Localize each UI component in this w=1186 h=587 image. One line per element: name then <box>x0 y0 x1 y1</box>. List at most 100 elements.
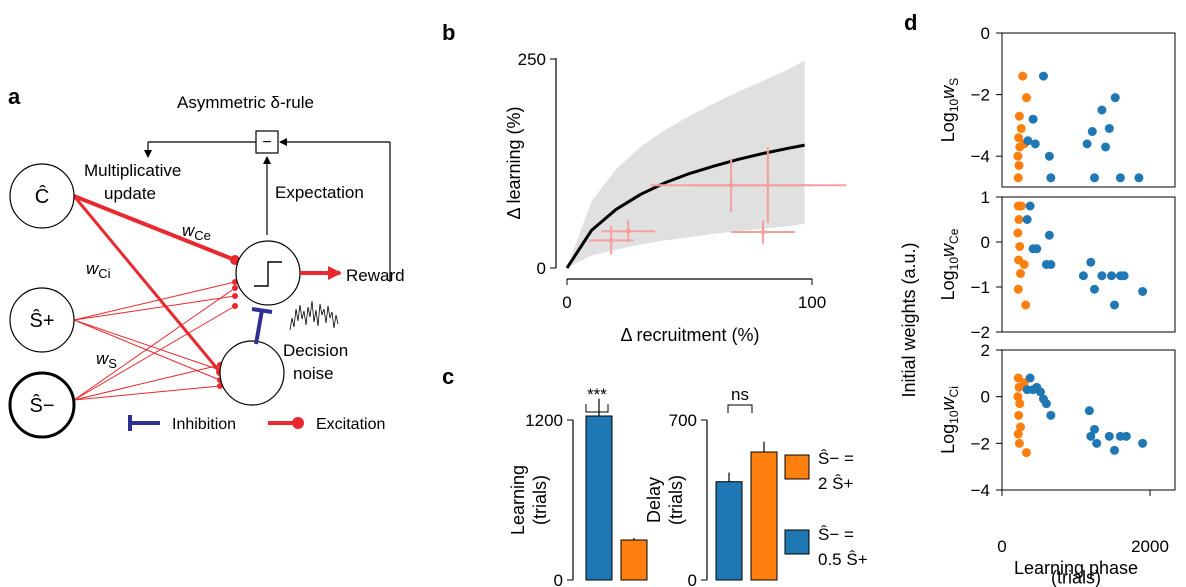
d2-orange-point-2 <box>1013 392 1023 402</box>
d0-blue-point-2 <box>1030 139 1040 149</box>
noise-label: noise <box>293 364 334 383</box>
d0-orange-point-5 <box>1016 123 1026 133</box>
d2-ylabel: Log10wCi <box>938 386 961 454</box>
d0-ytick-label-2: −4 <box>971 147 990 166</box>
d1-orange-point-1 <box>1014 215 1024 224</box>
b-ytick-label-250: 250 <box>518 50 546 69</box>
d2-blue-point-15 <box>1121 431 1131 441</box>
c1-bars-bar-0 <box>585 415 613 581</box>
d1-orange-point-6 <box>1013 284 1023 294</box>
c1-ytick-label-0: 0 <box>554 571 563 587</box>
node-s-minus <box>8 371 76 439</box>
d1-orange-point-2 <box>1013 228 1023 238</box>
d2-orange-point-6 <box>1013 429 1023 439</box>
d2-orange-point-5 <box>1016 422 1025 432</box>
d0-orange-point-4 <box>1014 133 1024 143</box>
d2-blue-point-8 <box>1084 406 1094 416</box>
w-s-label: wS <box>96 349 117 371</box>
step-function-icon <box>254 261 282 287</box>
d1-orange-point-3 <box>1015 242 1025 251</box>
node-s-plus-label: Ŝ+ <box>29 309 54 332</box>
c1-bars-bar-1 <box>620 539 648 581</box>
expectation-label: Expectation <box>275 183 364 202</box>
c2-ytick-label-0: 0 <box>688 571 697 587</box>
d0-orange-point-2 <box>1013 151 1023 161</box>
data-points <box>589 147 847 255</box>
node-c-label: Ĉ <box>35 185 49 208</box>
d-xlabel-2: (trials) <box>1051 567 1101 587</box>
d1-ylabel: Log10wCe <box>938 228 961 300</box>
d0-blue-point-5 <box>1046 173 1056 183</box>
d2-orange-point-3 <box>1015 399 1025 409</box>
d0-blue-point-10 <box>1101 142 1111 152</box>
d0-orange-point-0 <box>1013 173 1023 183</box>
d2-ytick-label-1: 0 <box>981 388 990 407</box>
b-point-1 <box>625 228 631 234</box>
d1-blue-point-12 <box>1109 300 1119 310</box>
d0-ytick-label-1: −2 <box>971 86 990 105</box>
d0-blue-point-12 <box>1110 93 1120 103</box>
d2-blue-point-1 <box>1025 373 1035 383</box>
panel-label-a: a <box>8 84 21 109</box>
d2-ytick-label-0: 2 <box>981 341 990 360</box>
d1-ytick-label-0: 1 <box>981 188 990 207</box>
d2-blue-point-9 <box>1086 431 1096 441</box>
c2-bars-bar-1 <box>750 451 778 581</box>
c2-ylabel-line1: Delay <box>644 477 664 523</box>
c1-ytick-label-1200: 1200 <box>525 411 563 430</box>
d0-ytick-label-0: 0 <box>981 24 990 43</box>
d1-blue-point-11 <box>1107 271 1117 281</box>
multiplicative-label: Multiplicative <box>84 161 181 180</box>
c1-sig-label: *** <box>587 385 607 404</box>
c1-sig-bracket <box>585 404 609 413</box>
d-shared-ylabel: Initial weights (a.u.) <box>899 242 919 397</box>
noise-trace <box>289 300 339 331</box>
d-xtick-label-2000: 2000 <box>1131 537 1169 556</box>
d2-blue-point-7 <box>1046 410 1056 420</box>
d1-blue-point-6 <box>1046 260 1056 269</box>
d-xlabel: Learning phase <box>1014 558 1138 578</box>
excitation-legend-dot <box>292 417 304 429</box>
confidence-band <box>567 60 805 269</box>
node-c <box>9 163 75 229</box>
d2-blue-point-10 <box>1090 424 1099 434</box>
d-frame-0 <box>1001 32 1176 188</box>
b-point-4 <box>765 182 771 188</box>
c2-ytick-label-700: 700 <box>669 411 697 430</box>
d1-blue-point-5 <box>1044 230 1054 240</box>
d1-blue-point-3 <box>1032 244 1042 254</box>
d1-blue-point-10 <box>1097 271 1107 281</box>
b-ytick-label-0: 0 <box>537 259 546 278</box>
c2-sig-label: ns <box>731 385 749 404</box>
d2-blue-point-11 <box>1092 438 1102 448</box>
d0-ylabel: Log10wS <box>938 78 961 142</box>
rule-box-minus: − <box>262 134 271 151</box>
inhibition-legend-label: Inhibition <box>172 416 236 433</box>
panel-label-c: c <box>442 364 454 389</box>
legend-swatch-orange <box>784 454 810 480</box>
d0-blue-point-14 <box>1134 173 1144 183</box>
d0-blue-point-8 <box>1090 173 1099 183</box>
d1-blue-point-8 <box>1086 257 1096 267</box>
node-s-minus-label: Ŝ− <box>29 394 54 417</box>
b-ylabel: Δ learning (%) <box>504 106 524 219</box>
d2-blue-point-4 <box>1035 387 1045 397</box>
noise-node <box>219 340 285 406</box>
b-point-0 <box>608 237 614 243</box>
panel-label-d: d <box>904 10 917 35</box>
w-ce-label: wCe <box>182 221 211 243</box>
d2-ytick-label-2: −2 <box>971 434 990 453</box>
legend-orange-line2: 2 Ŝ+ <box>818 474 854 493</box>
d0-blue-point-1 <box>1028 114 1038 124</box>
fit-curve <box>565 143 805 269</box>
node-s-plus <box>9 287 75 353</box>
d1-ytick-label-3: −2 <box>971 323 990 342</box>
inhibition-bar <box>251 307 273 314</box>
d0-blue-point-3 <box>1038 71 1048 81</box>
b-xtick-label-100: 100 <box>798 293 826 312</box>
d1-ytick-label-1: 0 <box>981 233 990 252</box>
panel-a: a Asymmetric δ-rule − Multiplicative upd… <box>8 84 405 439</box>
panel-b: b 0 250 0 100 Δ recruitment (%) Δ learni… <box>442 20 847 345</box>
d1-blue-point-1 <box>1025 201 1035 211</box>
d1-blue-point-14 <box>1119 271 1129 281</box>
